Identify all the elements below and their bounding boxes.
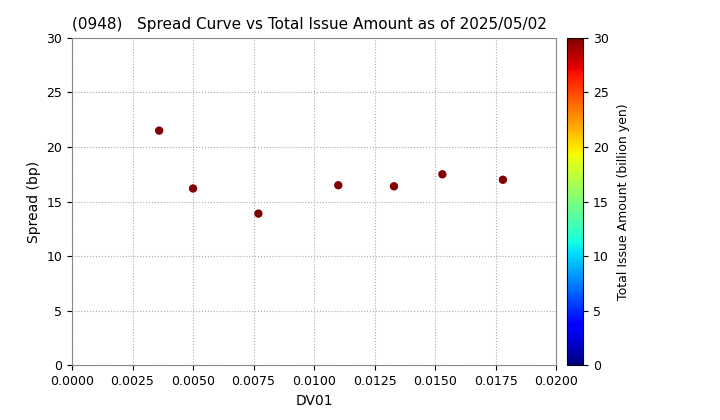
X-axis label: DV01: DV01 xyxy=(295,394,333,408)
Point xyxy=(436,171,448,178)
Point xyxy=(333,182,344,189)
Text: (0948)   Spread Curve vs Total Issue Amount as of 2025/05/02: (0948) Spread Curve vs Total Issue Amoun… xyxy=(72,18,547,32)
Y-axis label: Spread (bp): Spread (bp) xyxy=(27,160,41,243)
Point xyxy=(498,176,509,183)
Point xyxy=(388,183,400,190)
Point xyxy=(187,185,199,192)
Y-axis label: Total Issue Amount (billion yen): Total Issue Amount (billion yen) xyxy=(617,103,630,300)
Point xyxy=(153,127,165,134)
Point xyxy=(253,210,264,217)
